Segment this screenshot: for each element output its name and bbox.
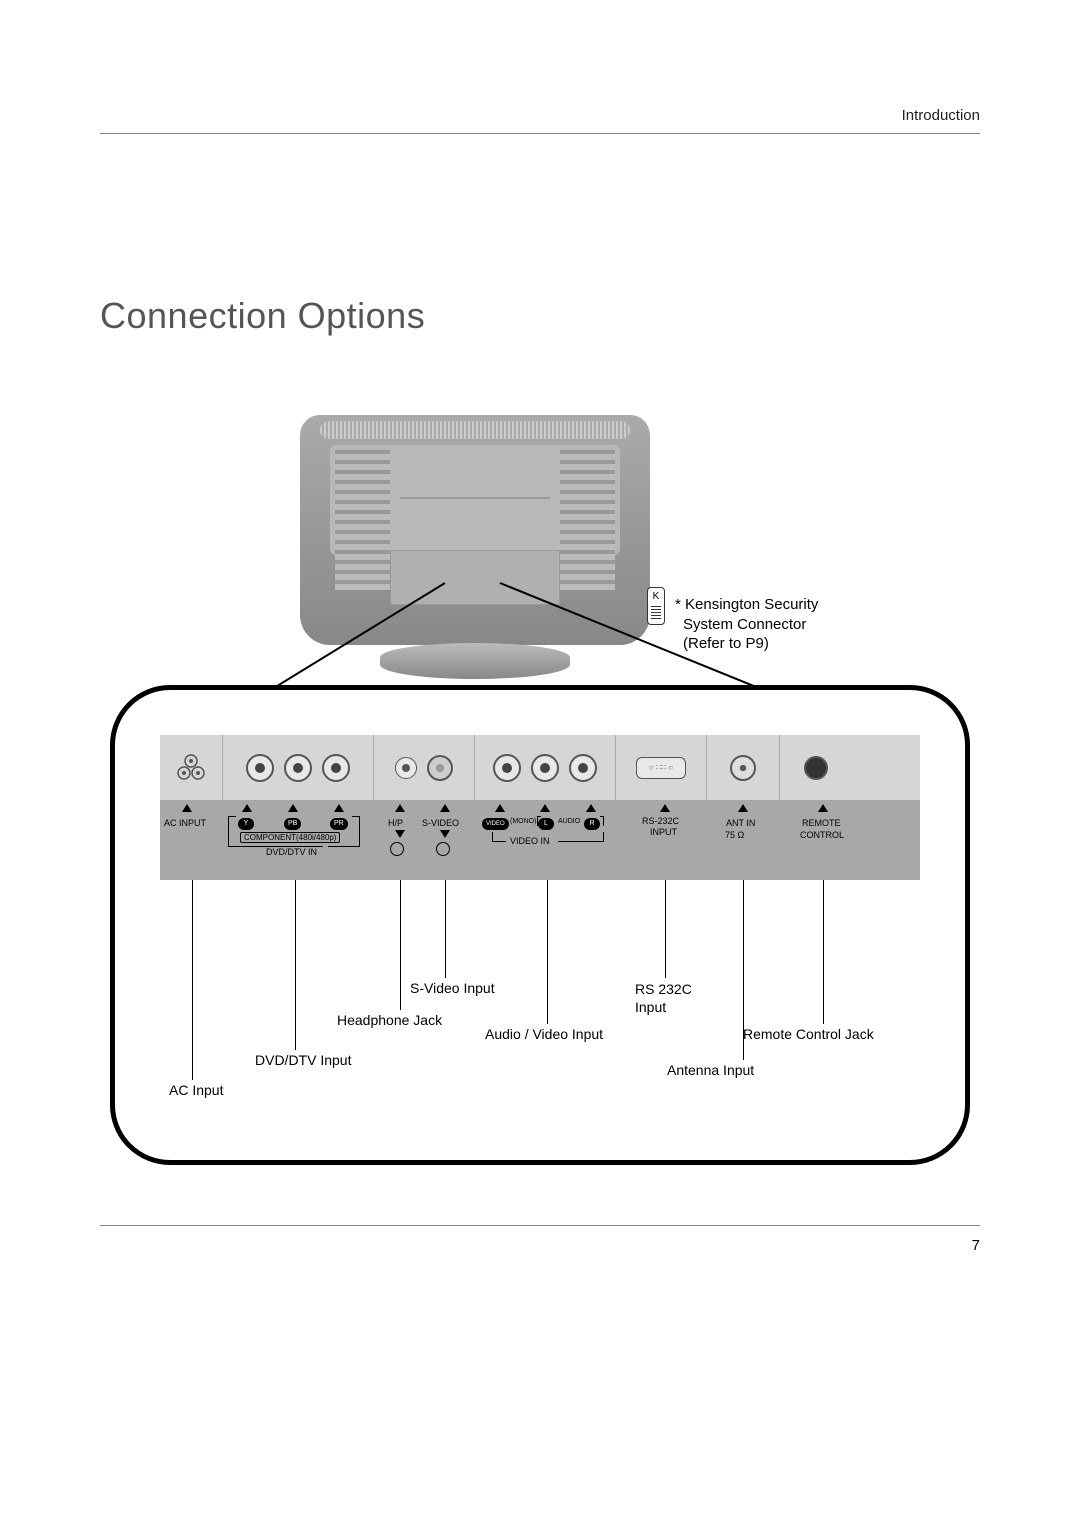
av-cell <box>475 735 615 800</box>
audio-r-jack-icon <box>569 754 597 782</box>
footer-rule <box>100 1225 980 1226</box>
tv-midline <box>400 497 550 499</box>
rem-callout-line <box>823 880 824 1024</box>
video-jack-icon <box>493 754 521 782</box>
ant-jack-icon <box>730 755 756 781</box>
connector-strip-top: ○ ∷∷ ○ <box>160 735 920 800</box>
rem-arrow-icon <box>818 804 828 812</box>
hp-label: H/P <box>388 818 403 828</box>
y-arrow-icon <box>242 804 252 812</box>
connector-label-strip: AC INPUT Y PB PR COMPONENT(480i/480p) DV… <box>160 800 920 880</box>
kensington-line1: * Kensington Security <box>675 595 818 615</box>
tv-top-vent <box>320 421 630 439</box>
rs-callout: RS 232C Input <box>635 980 692 1016</box>
pb-arrow-icon <box>288 804 298 812</box>
kensington-line2: System Connector <box>675 615 818 635</box>
remote-jack-icon <box>804 756 828 780</box>
av-callout: Audio / Video Input <box>485 1026 603 1042</box>
rem-callout: Remote Control Jack <box>743 1026 874 1042</box>
al-arrow-icon <box>540 804 550 812</box>
ac-jack-icon <box>174 751 208 785</box>
dvd-callout-line <box>295 880 296 1050</box>
dvd-callout: DVD/DTV Input <box>255 1052 351 1068</box>
component-cell <box>223 735 373 800</box>
page-number: 7 <box>972 1237 980 1254</box>
ac-callout-line <box>192 880 193 1080</box>
pr-pill: PR <box>330 818 348 830</box>
ac-arrow-icon <box>182 804 192 812</box>
tv-connector-panel <box>390 550 560 605</box>
ant-label1: ANT IN <box>726 818 755 828</box>
tv-rear-illustration <box>300 415 650 685</box>
y-pill: Y <box>238 818 254 830</box>
video-pill: VIDEO <box>482 818 509 830</box>
sv-down-icon <box>440 830 450 838</box>
pb-jack-icon <box>284 754 312 782</box>
ac-callout: AC Input <box>169 1082 223 1098</box>
av-callout-line <box>547 880 548 1024</box>
svideo-icon <box>436 842 450 856</box>
kensington-letter: K <box>653 591 660 602</box>
hp-jack-icon <box>395 757 417 779</box>
ant-arrow-icon <box>738 804 748 812</box>
video-arrow-icon <box>495 804 505 812</box>
video-in-label: VIDEO IN <box>510 836 550 846</box>
tv-vents-left <box>335 450 390 590</box>
svideo-label: S-VIDEO <box>422 818 459 828</box>
pb-pill: PB <box>284 818 301 830</box>
rs232-label1: RS-232C <box>642 816 679 826</box>
hp-sv-cell <box>374 735 474 800</box>
ac-cell <box>160 735 222 800</box>
sv-callout-line <box>445 880 446 978</box>
kensington-line3: (Refer to P9) <box>675 634 818 654</box>
tv-body <box>300 415 650 645</box>
component-mode-label: COMPONENT(480i/480p) <box>240 832 340 843</box>
audio-l-jack-icon <box>531 754 559 782</box>
rs232-label2: INPUT <box>650 827 677 837</box>
y-jack-icon <box>246 754 274 782</box>
pr-jack-icon <box>322 754 350 782</box>
headphone-icon <box>390 842 404 856</box>
hp-down-icon <box>395 830 405 838</box>
ant-cell <box>707 735 779 800</box>
manual-page: Introduction Connection Options K * Kens… <box>100 105 980 1405</box>
hp-arrow-icon <box>395 804 405 812</box>
kensington-note: K * Kensington Security System Connector… <box>675 595 818 654</box>
connector-panel-bubble: ○ ∷∷ ○ AC INPUT Y PB PR COMPON <box>110 685 970 1165</box>
remote-cell <box>780 735 852 800</box>
mono-label: (MONO) <box>510 818 536 825</box>
tv-stand <box>380 643 570 679</box>
remote-label2: CONTROL <box>800 830 844 840</box>
hp-callout-line <box>400 880 401 1010</box>
ant-callout: Antenna Input <box>667 1062 754 1078</box>
pr-arrow-icon <box>334 804 344 812</box>
ar-arrow-icon <box>586 804 596 812</box>
sv-callout: S-Video Input <box>410 980 495 996</box>
header-section: Introduction <box>902 107 980 124</box>
remote-label1: REMOTE <box>802 818 841 828</box>
page-title: Connection Options <box>100 295 425 337</box>
rs-callout-line <box>665 880 666 978</box>
audio-label: AUDIO <box>558 818 580 825</box>
rs232-cell: ○ ∷∷ ○ <box>616 735 706 800</box>
rs-arrow-icon <box>660 804 670 812</box>
db9-jack-icon: ○ ∷∷ ○ <box>636 757 686 779</box>
tv-vents-right <box>560 450 615 590</box>
kensington-icon: K <box>647 587 665 625</box>
ant-label2: 75 Ω <box>725 830 744 840</box>
header-rule <box>100 133 980 134</box>
svideo-jack-icon <box>427 755 453 781</box>
dvd-dtv-label: DVD/DTV IN <box>260 846 323 857</box>
hp-callout: Headphone Jack <box>337 1012 442 1028</box>
sv-arrow-icon <box>440 804 450 812</box>
r-pill: R <box>584 818 600 830</box>
ac-label: AC INPUT <box>164 818 206 828</box>
